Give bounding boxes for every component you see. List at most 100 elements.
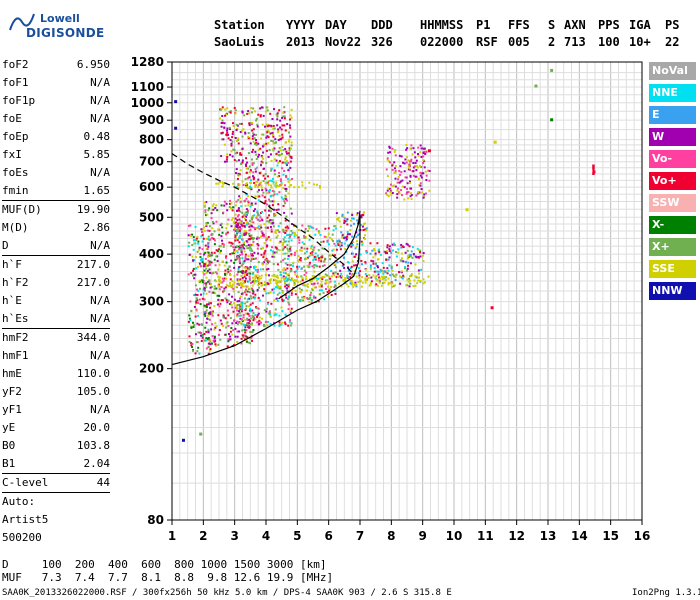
- echo-point: [256, 180, 259, 183]
- param-value: 6.950: [76, 58, 110, 71]
- echo-point: [250, 252, 253, 255]
- echo-point: [222, 315, 225, 318]
- echo-point: [406, 284, 409, 287]
- echo-point: [392, 249, 395, 252]
- y-tick-label: 900: [139, 113, 164, 127]
- echo-point: [347, 285, 350, 288]
- echo-point: [290, 307, 293, 310]
- echo-point: [317, 249, 320, 252]
- muf-distance-row: D 100 200 400 600 800 1000 1500 3000 [km…: [2, 558, 327, 571]
- echo-point: [310, 301, 313, 304]
- echo-point: [257, 320, 260, 323]
- echo-point: [290, 156, 293, 159]
- echo-point: [312, 259, 315, 262]
- echo-point: [236, 127, 239, 130]
- echo-point: [197, 331, 200, 334]
- x-tick-label: 8: [387, 529, 395, 543]
- echo-point: [299, 256, 302, 259]
- echo-point: [295, 250, 298, 253]
- echo-point: [255, 226, 258, 229]
- y-tick-label: 400: [139, 247, 164, 261]
- echo-point: [194, 225, 197, 228]
- echo-point: [364, 273, 367, 276]
- echo-point: [417, 255, 420, 258]
- echo-point: [252, 148, 255, 151]
- echo-point: [364, 261, 367, 264]
- echo-point: [189, 300, 192, 303]
- echo-point: [229, 139, 232, 142]
- echo-point: [383, 281, 386, 284]
- echo-point: [358, 232, 361, 235]
- echo-point: [290, 310, 293, 313]
- echo-point: [271, 255, 274, 258]
- echo-point: [374, 254, 377, 257]
- echo-point: [285, 176, 288, 179]
- echo-point: [424, 192, 427, 195]
- echo-point: [425, 174, 428, 177]
- echo-point: [196, 299, 199, 302]
- echo-point: [357, 267, 360, 270]
- echo-point: [202, 237, 205, 240]
- param-value: N/A: [90, 76, 110, 89]
- echo-point: [313, 266, 316, 269]
- echo-point: [203, 287, 206, 290]
- echo-point: [218, 329, 221, 332]
- echo-point: [226, 155, 229, 158]
- echo-point: [187, 224, 190, 227]
- echo-point: [343, 217, 346, 220]
- echo-point: [244, 279, 247, 282]
- echo-point: [202, 288, 205, 291]
- echo-point: [270, 278, 273, 281]
- echo-point: [207, 255, 210, 258]
- param-separator: [2, 492, 110, 493]
- echo-point: [415, 175, 418, 178]
- echo-point: [261, 161, 264, 164]
- echo-point: [386, 267, 389, 270]
- echo-point: [285, 198, 288, 201]
- echo-point: [239, 321, 242, 324]
- echo-point: [271, 246, 274, 249]
- echo-point: [263, 325, 266, 328]
- echo-point: [326, 274, 329, 277]
- param-value: N/A: [90, 94, 110, 107]
- echo-point: [228, 241, 231, 244]
- echo-point: [261, 123, 264, 126]
- echo-point: [428, 169, 431, 172]
- echo-point: [305, 271, 308, 274]
- echo-point: [308, 181, 311, 184]
- echo-point: [237, 139, 240, 142]
- echo-point: [278, 324, 281, 327]
- echo-point: [337, 282, 340, 285]
- echo-point: [280, 306, 283, 309]
- echo-point: [235, 200, 238, 203]
- echo-point: [249, 310, 252, 313]
- echo-point: [361, 276, 364, 279]
- echo-point: [215, 204, 218, 207]
- echo-point: [269, 281, 272, 284]
- echo-point: [289, 279, 292, 282]
- echo-point: [288, 154, 291, 157]
- x-tick-label: 2: [199, 529, 207, 543]
- echo-point: [267, 220, 270, 223]
- echo-point: [219, 117, 222, 120]
- echo-point: [254, 185, 257, 188]
- echo-point: [396, 193, 399, 196]
- echo-point: [367, 277, 370, 280]
- echo-point: [262, 294, 265, 297]
- echo-point: [255, 117, 258, 120]
- echo-point: [394, 177, 397, 180]
- echo-point: [193, 305, 196, 308]
- echo-point: [334, 266, 337, 269]
- echo-point: [405, 242, 408, 245]
- echo-point: [275, 208, 278, 211]
- echo-point: [334, 244, 337, 247]
- echo-point: [203, 229, 206, 232]
- echo-point: [272, 128, 275, 131]
- echo-point: [278, 241, 281, 244]
- echo-point: [377, 273, 380, 276]
- echo-point: [374, 263, 377, 266]
- echo-point: [269, 291, 272, 294]
- echo-point: [243, 229, 246, 232]
- echo-point: [222, 211, 225, 214]
- echo-point: [264, 236, 267, 239]
